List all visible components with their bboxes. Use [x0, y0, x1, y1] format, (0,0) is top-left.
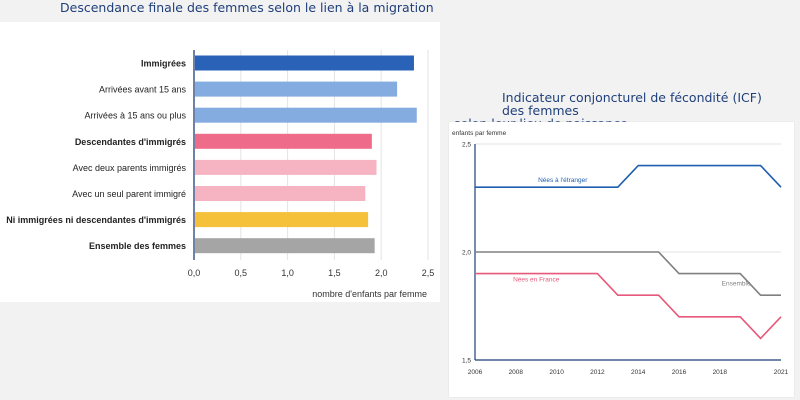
- bar: [195, 238, 375, 254]
- category-label: Descendantes d'immigrés: [75, 137, 186, 147]
- x-tick-label: 1,0: [281, 268, 294, 278]
- x-tick-label: 2,0: [375, 268, 388, 278]
- x-tick-label: 2010: [549, 369, 564, 376]
- line-chart-title-line1: Indicateur conjoncturel de fécondité (IC…: [502, 90, 762, 118]
- series-label: Ensemble: [722, 281, 751, 288]
- x-tick-label: 2008: [509, 369, 524, 376]
- x-tick-label: 0,0: [188, 268, 201, 278]
- x-tick-label: 0,5: [235, 268, 248, 278]
- category-label: Immigrées: [141, 59, 186, 69]
- x-axis-label: nombre d'enfants par femme: [312, 289, 427, 299]
- x-tick-label: 2018: [713, 369, 728, 376]
- x-tick-label: 2012: [590, 369, 605, 376]
- x-tick-label: 2,5: [422, 268, 435, 278]
- line-chart-panel: enfants par femme 2,5 2,0 1,5 2006 2008 2010 20…: [449, 122, 794, 397]
- x-tick-label: 1,5: [328, 268, 341, 278]
- y-tick-label: 2,5: [462, 142, 471, 149]
- x-tick-label: 2006: [468, 369, 483, 376]
- bar: [195, 133, 372, 149]
- x-tick-label: 2016: [672, 369, 687, 376]
- y-tick-label: 2,0: [462, 250, 471, 257]
- series-line: [475, 164, 782, 188]
- series-line: [475, 272, 782, 340]
- bar: [195, 107, 417, 123]
- y-axis-label: enfants par femme: [452, 130, 507, 137]
- series-label: Nées en France: [513, 277, 560, 284]
- category-label: Avec un seul parent immigré: [72, 189, 186, 199]
- category-label: Ni immigrées ni descendantes d'immigrés: [6, 215, 186, 225]
- category-label: Arrivées avant 15 ans: [99, 85, 187, 95]
- bar-chart-panel: 0,0 0,5 1,0 1,5 2,0 2,5 Immigrées Arrivées avan…: [0, 22, 440, 302]
- x-tick-label: 2014: [631, 369, 646, 376]
- bar: [195, 159, 377, 175]
- category-label: Arrivées à 15 ans ou plus: [84, 111, 186, 121]
- y-tick-label: 1,5: [462, 358, 471, 365]
- category-label: Ensemble des femmes: [89, 241, 186, 251]
- bar: [195, 212, 369, 228]
- bar: [195, 55, 414, 71]
- bar: [195, 81, 398, 97]
- x-tick-label: 2021: [774, 369, 789, 376]
- series-line: [475, 251, 781, 296]
- line-chart: enfants par femme 2,5 2,0 1,5 2006 2008 2010 20…: [452, 130, 789, 376]
- bar-chart: 0,0 0,5 1,0 1,5 2,0 2,5 Immigrées Arrivées avan…: [6, 50, 435, 299]
- bar: [195, 186, 366, 201]
- series-label: Nées à l'étranger: [538, 177, 588, 184]
- category-label: Avec deux parents immigrés: [73, 163, 187, 173]
- bar-chart-title: Descendance finale des femmes selon le l…: [60, 0, 434, 15]
